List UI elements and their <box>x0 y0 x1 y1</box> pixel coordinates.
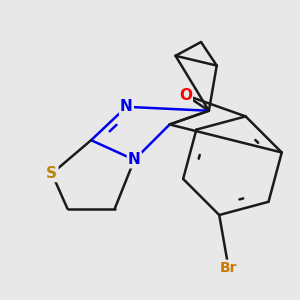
Text: Br: Br <box>220 261 237 275</box>
Text: S: S <box>46 166 57 181</box>
Text: N: N <box>120 99 133 114</box>
Text: O: O <box>179 88 192 103</box>
Text: N: N <box>128 152 141 167</box>
